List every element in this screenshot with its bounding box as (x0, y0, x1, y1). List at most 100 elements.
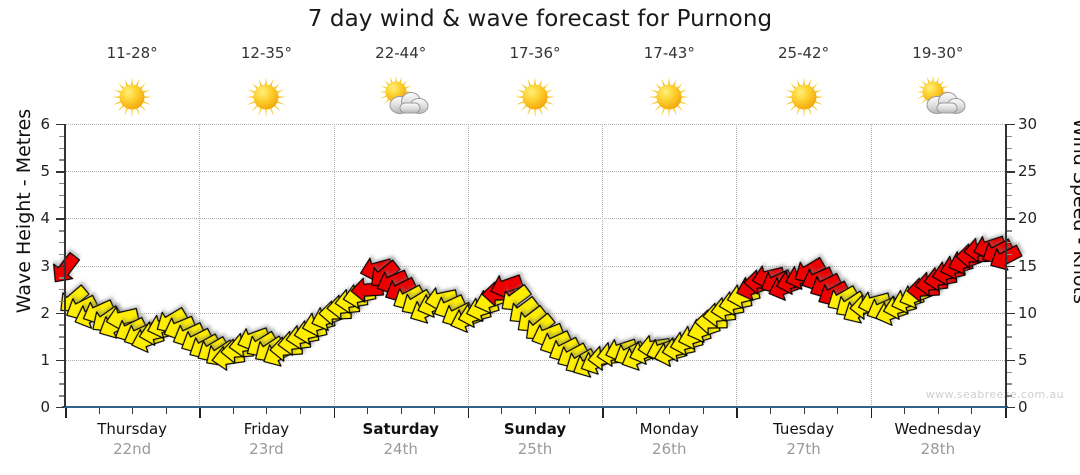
day-name: Sunday (503, 420, 567, 438)
right-axis-tick (1006, 147, 1012, 149)
right-axis-tick (1006, 371, 1012, 374)
x-axis-tick (400, 408, 402, 414)
gridline-vertical (333, 124, 335, 407)
left-axis-tick (59, 147, 64, 149)
left-axis-tick (59, 371, 64, 374)
day-label-tuesday: Tuesday 27th (736, 420, 870, 458)
left-axis-tick (59, 194, 64, 197)
plot-area (53, 124, 1023, 407)
x-axis-tick (568, 408, 570, 414)
right-axis-tick (1006, 124, 1015, 126)
right-axis-tick (1006, 253, 1012, 256)
right-axis-tick (1006, 241, 1012, 244)
left-axis-tick-label: 6 (40, 115, 50, 133)
left-axis-tick (56, 407, 64, 409)
day-date: 23rd (249, 440, 284, 458)
right-axis-tick (1006, 194, 1012, 197)
day-date: 24th (383, 440, 418, 458)
temperature-text: 22-44° (375, 44, 427, 62)
temperature-range-friday: 12-35° (199, 43, 333, 62)
right-axis-tick (1006, 171, 1015, 173)
left-axis-tick (59, 324, 64, 326)
day-date: 26th (652, 440, 687, 458)
gridline-horizontal (65, 265, 1005, 267)
day-name: Wednesday (894, 420, 982, 438)
right-axis-tick-label: 30 (1018, 115, 1038, 133)
weather-icon-cell-friday (199, 72, 333, 122)
sun-icon (639, 72, 699, 122)
sun-icon (102, 72, 162, 122)
left-axis-tick (59, 289, 64, 291)
page-title: 7 day wind & wave forecast for Purnong (307, 6, 773, 32)
gridline-vertical (467, 124, 469, 407)
right-axis-tick (1006, 407, 1015, 409)
left-axis-tick (59, 135, 64, 138)
x-axis-tick (434, 408, 436, 414)
temperature-text: 17-43° (643, 44, 695, 62)
x-axis-tick (870, 408, 873, 418)
sun-icon (505, 72, 565, 122)
day-name: Friday (243, 420, 290, 438)
right-axis-tick-label: 20 (1018, 209, 1038, 228)
day-name: Monday (639, 420, 699, 438)
x-axis-tick (837, 408, 839, 414)
right-axis-tick (1006, 324, 1012, 326)
day-label-friday: Friday 23rd (199, 420, 333, 458)
right-axis-tick-label: 5 (1018, 350, 1028, 369)
sun-icon (236, 72, 296, 122)
left-axis-tick (59, 336, 64, 338)
sun-icon (774, 72, 834, 122)
x-axis-tick (602, 408, 604, 418)
x-axis-tick (467, 408, 470, 418)
day-label-saturday: Saturday 24th (334, 420, 468, 458)
x-axis-tick (904, 408, 906, 414)
right-axis-tick-label: 25 (1018, 162, 1038, 181)
gridline-horizontal (65, 124, 1005, 125)
right-axis-tick (1006, 182, 1012, 185)
right-axis-tick (1006, 312, 1015, 315)
day-label-row: Thursday 22nd Friday 23rd Saturday 24th Sunday… (65, 420, 1005, 470)
x-axis-tick (669, 408, 671, 414)
temperature-range-saturday: 22-44° (334, 43, 468, 62)
left-axis-tick (56, 218, 64, 220)
temperature-text: 19-30° (912, 44, 964, 62)
gridline-vertical (736, 124, 738, 407)
x-axis-tick (971, 408, 973, 414)
x-axis-tick (937, 408, 939, 414)
day-name: Saturday (362, 420, 439, 438)
right-axis-tick (1006, 206, 1012, 208)
left-axis-tick-label: 4 (40, 209, 50, 228)
right-axis-tick (1006, 265, 1015, 267)
x-axis-tick (770, 408, 771, 414)
x-axis-tick (333, 408, 336, 418)
gridline-vertical (602, 124, 604, 407)
sun-cloud-icon (908, 72, 968, 122)
day-label-monday: Monday 26th (602, 420, 736, 458)
left-axis-tick (56, 265, 64, 267)
temperature-text: 17-36° (509, 44, 561, 62)
day-name: Thursday (97, 420, 168, 438)
weather-icon-cell-saturday (334, 72, 468, 122)
left-axis-tick (56, 312, 64, 315)
right-axis-tick (1006, 383, 1012, 385)
x-axis-tick (736, 408, 739, 418)
x-axis-tick (232, 408, 234, 414)
gridline-horizontal (65, 171, 1005, 173)
weather-icon-cell-wednesday (871, 72, 1005, 122)
left-axis-tick (59, 383, 64, 385)
left-axis-tick (59, 300, 64, 303)
right-axis-label: Wind Speed - Knots (1069, 118, 1080, 304)
x-axis-tick (367, 408, 369, 414)
right-axis-tick-label: 0 (1018, 398, 1028, 416)
x-axis-tick (199, 408, 201, 418)
gridline-vertical (199, 124, 201, 407)
right-axis-spine (1005, 124, 1007, 407)
right-axis-tick (1006, 395, 1012, 397)
gridline-horizontal (65, 359, 1005, 361)
gridline-horizontal (65, 218, 1005, 220)
x-axis-tick (702, 408, 704, 414)
right-axis-tick (1006, 277, 1012, 279)
temperature-range-wednesday: 19-30° (871, 43, 1005, 62)
day-date: 22nd (113, 440, 152, 458)
